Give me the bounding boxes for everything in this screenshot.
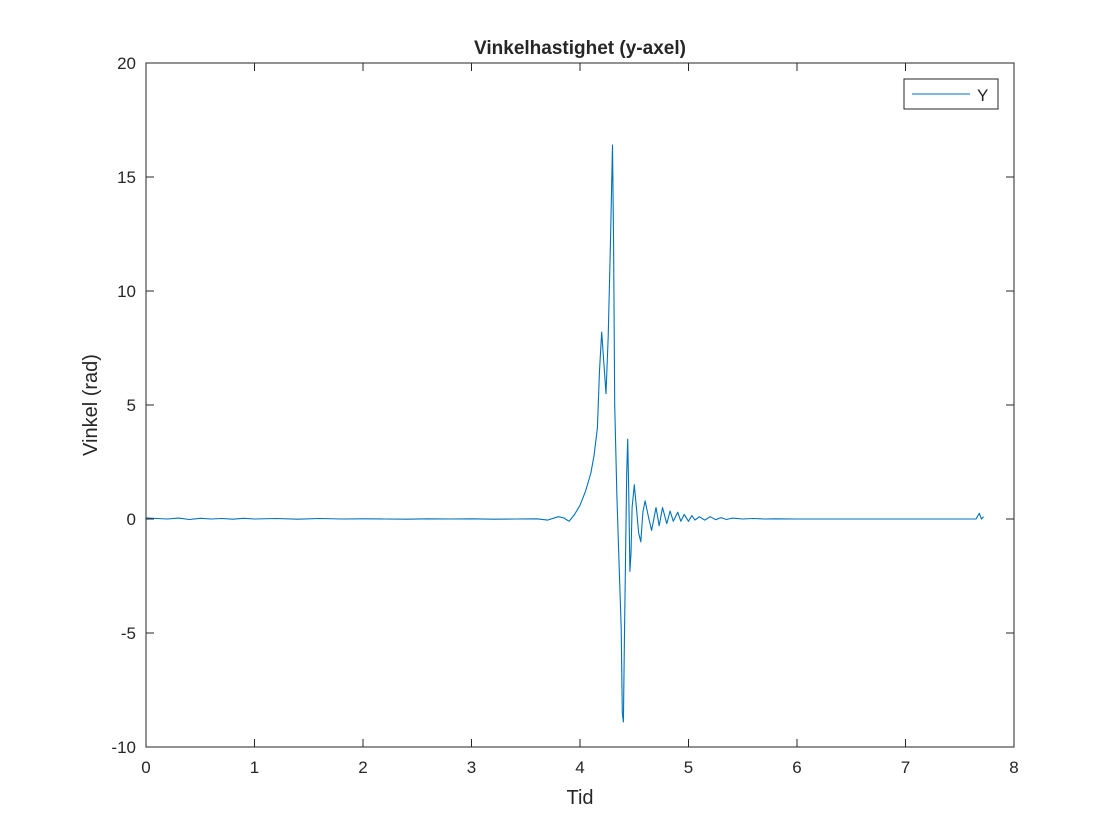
x-tick-label: 3 xyxy=(467,758,476,777)
x-tick-label: 7 xyxy=(901,758,910,777)
series-line-y xyxy=(145,144,985,723)
data-layer xyxy=(145,144,985,723)
y-tick-label: 5 xyxy=(127,396,136,415)
x-tick-label: 6 xyxy=(792,758,801,777)
x-tick-label: 2 xyxy=(358,758,367,777)
x-tick-label: 5 xyxy=(684,758,693,777)
legend-label-y: Y xyxy=(977,86,988,105)
y-axis-label: Vinkel (rad) xyxy=(80,354,102,456)
y-tick-label: -10 xyxy=(111,738,136,757)
plot-area xyxy=(146,63,1014,747)
x-ticks: 0 1 2 3 4 5 6 7 8 xyxy=(141,63,1019,777)
y-tick-label: 20 xyxy=(117,54,136,73)
x-tick-label: 4 xyxy=(575,758,584,777)
y-tick-label: 15 xyxy=(117,168,136,187)
y-tick-label: 0 xyxy=(127,510,136,529)
x-tick-label: 1 xyxy=(250,758,259,777)
y-tick-label: 10 xyxy=(117,282,136,301)
chart-title: Vinkelhastighet (y-axel) xyxy=(474,38,686,59)
y-ticks: -10 -5 0 5 10 15 20 xyxy=(111,54,1014,757)
x-tick-label: 0 xyxy=(141,758,150,777)
legend[interactable]: Y xyxy=(903,78,999,110)
x-tick-label: 8 xyxy=(1009,758,1018,777)
y-tick-label: -5 xyxy=(121,624,136,643)
x-axis-label: Tid xyxy=(566,787,593,809)
